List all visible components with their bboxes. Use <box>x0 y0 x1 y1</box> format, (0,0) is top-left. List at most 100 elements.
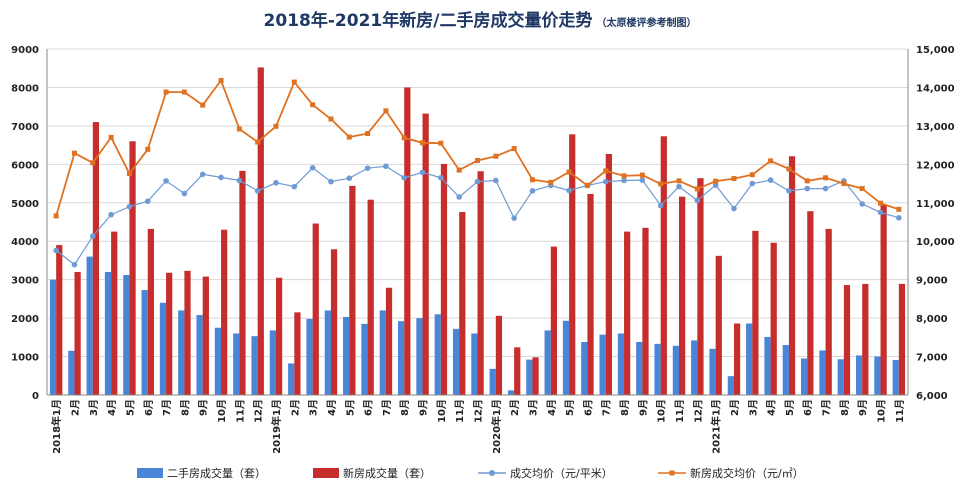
bar-newhome <box>239 170 246 395</box>
bar-secondhand <box>727 376 734 395</box>
point-newhome-price <box>145 146 151 152</box>
y-left-tick-label: 2000 <box>11 314 39 325</box>
point-avg-price <box>364 165 371 171</box>
point-newhome-price <box>529 177 535 183</box>
bar-secondhand <box>196 315 203 395</box>
bar-secondhand <box>397 321 405 395</box>
x-tick-label: 10月 <box>876 399 888 423</box>
x-tick-label: 3月 <box>88 399 100 416</box>
point-avg-price <box>676 183 682 190</box>
bar-secondhand <box>471 333 478 395</box>
bar-newhome <box>330 249 338 395</box>
point-avg-price <box>383 163 389 170</box>
point-avg-price <box>419 169 426 176</box>
bar-newhome <box>770 242 777 395</box>
chart-subtitle: （太原楼评参考制图） <box>596 18 697 29</box>
x-tick-label: 2019年1月 <box>270 399 283 454</box>
y-right-tick-label: 8,000 <box>916 314 948 325</box>
bar-newhome <box>880 204 887 395</box>
point-avg-price <box>199 171 206 178</box>
bar-secondhand <box>452 328 460 395</box>
point-newhome-price <box>713 178 719 184</box>
y-right-tick-label: 12,000 <box>916 160 955 171</box>
legend-marker <box>669 470 675 476</box>
line-series <box>53 78 902 268</box>
point-avg-price <box>877 209 884 216</box>
y-right-tick-label: 14,000 <box>916 83 955 94</box>
bar-newhome <box>404 87 411 395</box>
bar-secondhand <box>672 345 680 395</box>
x-tick-label: 6月 <box>802 399 814 416</box>
x-tick-label: 7月 <box>381 399 393 416</box>
point-newhome-price <box>346 134 352 140</box>
y-left-tick-label: 9000 <box>11 45 39 56</box>
point-newhome-price <box>365 131 371 137</box>
bar-secondhand <box>86 256 93 395</box>
bar-newhome <box>294 312 301 395</box>
bar-secondhand <box>544 330 551 395</box>
point-avg-price <box>71 261 78 268</box>
x-tick-label: 6月 <box>363 399 375 416</box>
point-newhome-price <box>548 179 554 185</box>
bar-secondhand <box>636 341 643 395</box>
bar-newhome <box>166 272 173 395</box>
y-left-tick-label: 4000 <box>11 237 39 248</box>
point-newhome-price <box>255 139 261 145</box>
bar-newhome <box>459 212 466 395</box>
point-newhome-price <box>603 168 609 174</box>
point-avg-price <box>493 177 499 184</box>
x-tick-label: 10月 <box>656 399 668 423</box>
chart-title: 2018年-2021年新房/二手房成交量价走势 <box>263 11 593 31</box>
y-right-tick-label: 13,000 <box>916 122 955 133</box>
x-tick-label: 12月 <box>692 399 704 423</box>
x-tick-label: 3月 <box>308 399 320 416</box>
bar-secondhand <box>306 318 313 395</box>
axes: 0 1000 2000 3000 4000 5000 6000 7000 8000 9000 6,0… <box>11 45 954 454</box>
bar-secondhand <box>251 336 258 395</box>
point-avg-price <box>694 197 701 204</box>
point-avg-price <box>859 201 866 207</box>
point-avg-price <box>236 177 243 184</box>
point-avg-price <box>731 205 737 212</box>
bar-secondhand <box>489 368 496 395</box>
point-newhome-price <box>200 102 206 108</box>
point-avg-price <box>767 177 774 183</box>
y-left-tick-label: 7000 <box>11 122 39 133</box>
bar-newhome <box>422 113 429 395</box>
point-newhome-price <box>493 153 499 159</box>
x-tick-label: 3月 <box>747 399 759 416</box>
bar-secondhand <box>874 356 881 395</box>
point-newhome-price <box>310 102 316 108</box>
bar-newhome <box>129 141 136 395</box>
point-newhome-price <box>163 89 169 95</box>
point-avg-price <box>474 178 481 185</box>
point-avg-price <box>896 214 902 221</box>
y-left-tick-label: 0 <box>32 391 39 402</box>
bar-newhome <box>367 199 374 395</box>
point-avg-price <box>529 188 536 194</box>
point-newhome-price <box>181 89 187 95</box>
y-right-tick-label: 15,000 <box>916 45 955 56</box>
y-left-tick-label: 8000 <box>11 83 39 94</box>
bar-secondhand <box>434 314 441 395</box>
point-newhome-price <box>420 140 426 146</box>
point-avg-price <box>566 187 572 194</box>
bar-newhome <box>257 67 264 395</box>
point-newhome-price <box>126 171 132 177</box>
point-newhome-price <box>584 182 590 188</box>
x-tick-label: 2月 <box>729 399 741 416</box>
legend-marker <box>489 470 495 476</box>
point-newhome-price <box>804 178 810 184</box>
bar-secondhand <box>837 359 844 395</box>
legend-label: 成交均价（元/平米） <box>510 466 613 480</box>
point-avg-price <box>89 233 96 240</box>
point-avg-price <box>804 185 811 192</box>
point-avg-price <box>657 202 664 209</box>
x-tick-label: 9月 <box>198 399 210 416</box>
y-right-tick-label: 10,000 <box>916 237 955 248</box>
bar-newhome <box>312 223 319 395</box>
x-tick-label: 11月 <box>894 399 906 423</box>
legend-label: 新房成交量（套） <box>343 466 431 480</box>
bar-secondhand <box>178 310 185 395</box>
